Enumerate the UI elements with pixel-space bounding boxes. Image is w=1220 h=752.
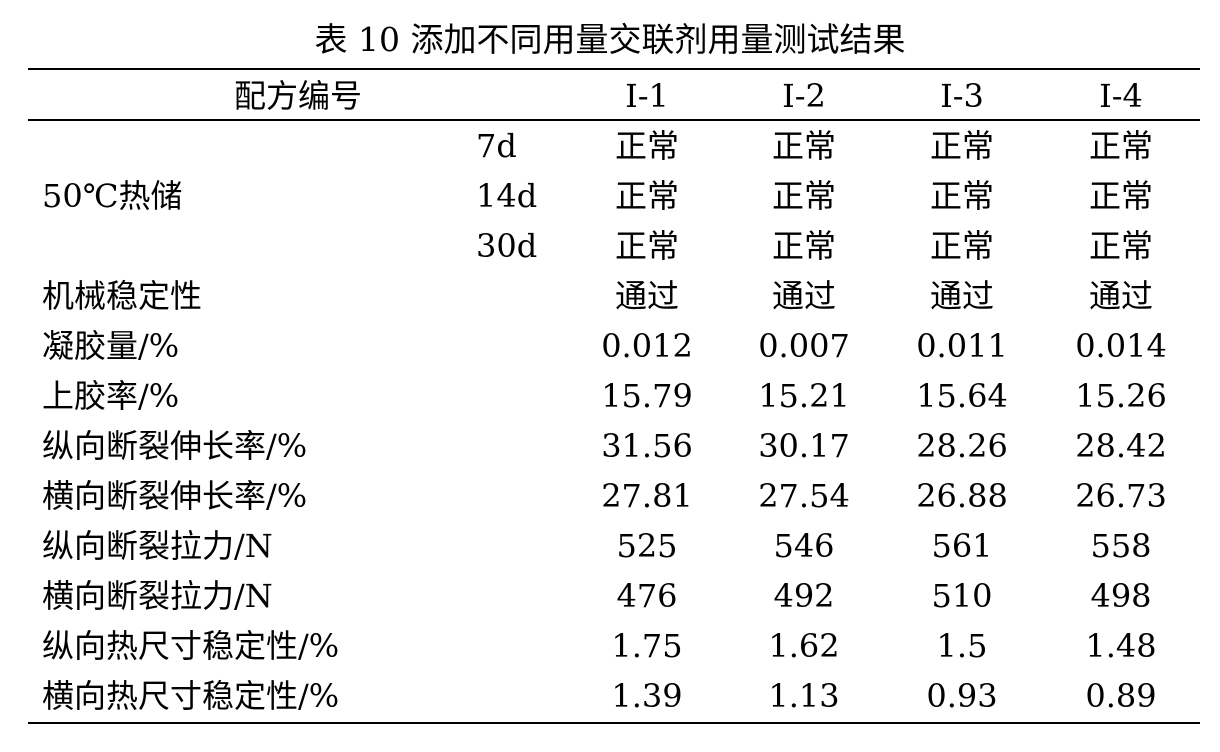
table-row: 14d 正常 正常 正常 正常	[0, 171, 1220, 221]
row-label: 横向断裂伸长率/%	[42, 477, 308, 515]
storage-period: 7d	[476, 127, 517, 165]
table-row: 上胶率/% 15.79 15.21 15.64 15.26	[0, 371, 1220, 421]
table-cell: 510	[931, 577, 993, 615]
table-body: 50℃热储 7d 正常 正常 正常 正常 14d 正常 正常 正常 正常 30d…	[0, 121, 1220, 721]
table-cell: 正常	[1088, 227, 1153, 265]
table-row: 30d 正常 正常 正常 正常	[0, 221, 1220, 271]
table-caption: 表 10 添加不同用量交联剂用量测试结果	[314, 20, 906, 59]
table-row: 纵向断裂拉力/N 525 546 561 558	[0, 521, 1220, 571]
table-row: 7d 正常 正常 正常 正常	[0, 121, 1220, 171]
table-row: 横向断裂伸长率/% 27.81 27.54 26.88 26.73	[0, 471, 1220, 521]
storage-test-label: 50℃热储	[42, 177, 183, 215]
header-formula-label: 配方编号	[233, 77, 362, 115]
table-cell: 0.89	[1085, 677, 1157, 715]
table-cell: 28.26	[916, 427, 1008, 465]
table-cell: 正常	[614, 227, 679, 265]
table-cell: 正常	[771, 227, 836, 265]
table-cell: 正常	[614, 177, 679, 215]
table-row: 横向断裂拉力/N 476 492 510 498	[0, 571, 1220, 621]
table-cell: 1.39	[611, 677, 683, 715]
table-cell: 正常	[771, 127, 836, 165]
row-label: 纵向断裂拉力/N	[42, 527, 273, 565]
table-cell: 通过	[614, 277, 679, 315]
header-rule	[28, 119, 1200, 121]
table-cell: 525	[616, 527, 678, 565]
table-cell: 1.75	[611, 627, 683, 665]
table-cell: 27.54	[758, 477, 850, 515]
table-row: 纵向热尺寸稳定性/% 1.75 1.62 1.5 1.48	[0, 621, 1220, 671]
header-column: I-3	[940, 77, 984, 115]
table-cell: 498	[1090, 577, 1152, 615]
table-row: 纵向断裂伸长率/% 31.56 30.17 28.26 28.42	[0, 421, 1220, 471]
row-label: 纵向热尺寸稳定性/%	[42, 627, 340, 665]
row-label: 纵向断裂伸长率/%	[42, 427, 308, 465]
table-cell: 正常	[929, 177, 994, 215]
table-cell: 正常	[1088, 127, 1153, 165]
table-header-row: 配方编号 I-1 I-2 I-3 I-4	[0, 71, 1220, 121]
table-cell: 15.21	[758, 377, 850, 415]
header-column: I-1	[625, 77, 669, 115]
row-label: 横向热尺寸稳定性/%	[42, 677, 340, 715]
row-label: 凝胶量/%	[42, 327, 180, 365]
table-cell: 通过	[929, 277, 994, 315]
table-cell: 558	[1090, 527, 1152, 565]
table-cell: 0.014	[1075, 327, 1167, 365]
storage-period: 14d	[476, 177, 538, 215]
table-cell: 正常	[614, 127, 679, 165]
table-cell: 30.17	[758, 427, 850, 465]
table-cell: 31.56	[601, 427, 693, 465]
table-cell: 26.73	[1075, 477, 1167, 515]
top-rule	[28, 68, 1200, 70]
table-cell: 正常	[1088, 177, 1153, 215]
table-cell: 26.88	[916, 477, 1008, 515]
table-cell: 1.48	[1085, 627, 1157, 665]
table-cell: 1.5	[936, 627, 988, 665]
row-label: 机械稳定性	[42, 277, 203, 315]
table-cell: 正常	[929, 227, 994, 265]
table-cell: 561	[931, 527, 993, 565]
table-cell: 15.64	[916, 377, 1008, 415]
table-row: 凝胶量/% 0.012 0.007 0.011 0.014	[0, 321, 1220, 371]
table-row: 机械稳定性 通过 通过 通过 通过	[0, 271, 1220, 321]
bottom-rule	[28, 722, 1200, 724]
row-label: 横向断裂拉力/N	[42, 577, 273, 615]
header-column: I-2	[782, 77, 826, 115]
table-cell: 28.42	[1075, 427, 1167, 465]
table-cell: 通过	[1088, 277, 1153, 315]
table-cell: 正常	[929, 127, 994, 165]
storage-period: 30d	[476, 227, 538, 265]
table-cell: 27.81	[601, 477, 693, 515]
table-cell: 正常	[771, 177, 836, 215]
row-label: 上胶率/%	[42, 377, 180, 415]
table-cell: 476	[616, 577, 678, 615]
table-cell: 0.93	[926, 677, 998, 715]
table-cell: 1.13	[768, 677, 840, 715]
table-cell: 1.62	[768, 627, 840, 665]
table-cell: 0.007	[758, 327, 850, 365]
table-cell: 0.012	[601, 327, 693, 365]
table-cell: 通过	[771, 277, 836, 315]
table-row: 横向热尺寸稳定性/% 1.39 1.13 0.93 0.89	[0, 671, 1220, 721]
table-cell: 492	[773, 577, 835, 615]
header-column: I-4	[1099, 77, 1143, 115]
table-cell: 0.011	[916, 327, 1008, 365]
table-cell: 15.26	[1075, 377, 1167, 415]
table-cell: 15.79	[601, 377, 693, 415]
table-cell: 546	[773, 527, 835, 565]
